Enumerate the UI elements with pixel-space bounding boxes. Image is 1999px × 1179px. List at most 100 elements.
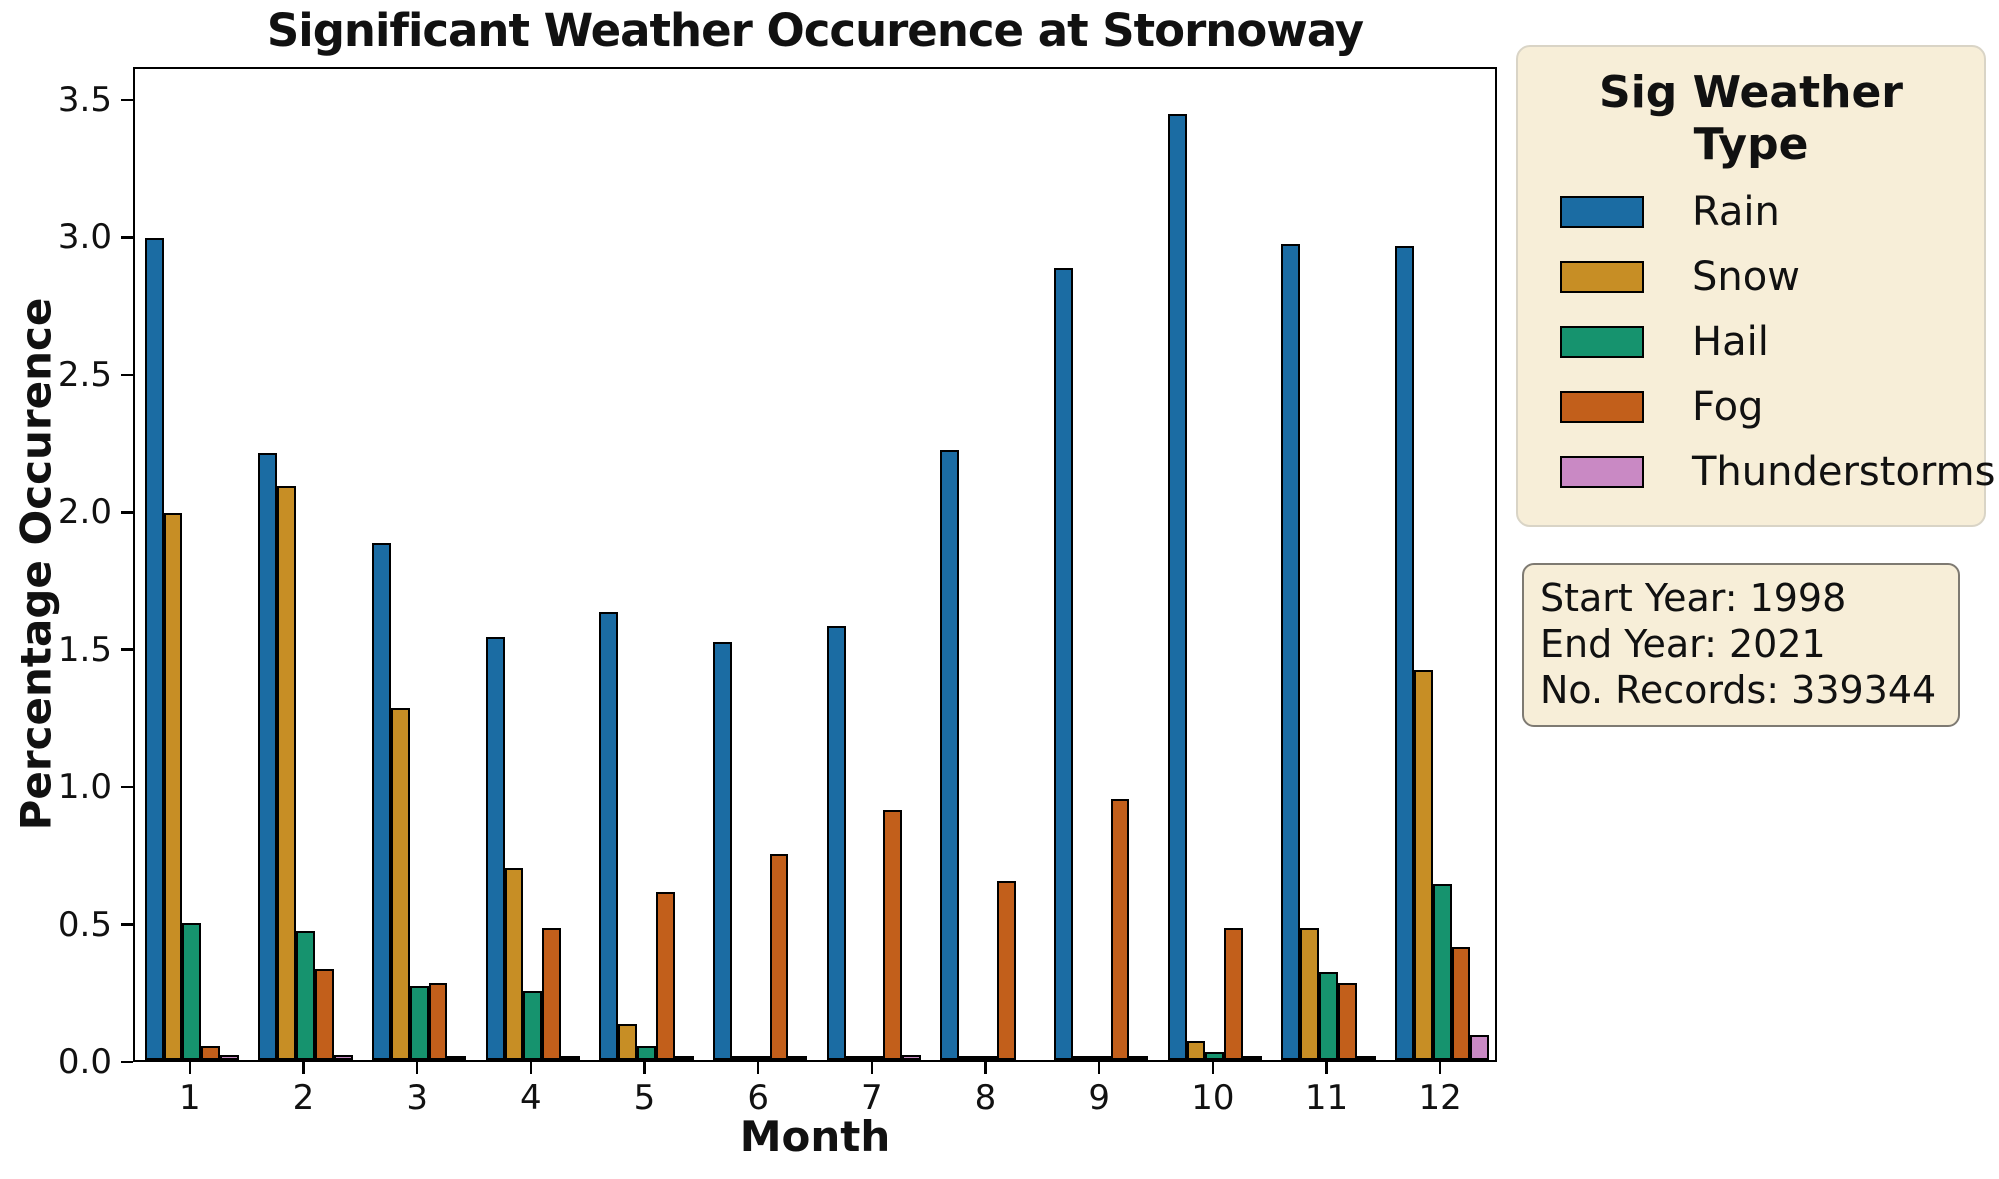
bar-fog-month-10: [1224, 928, 1244, 1060]
legend-item-fog: Fog: [1560, 386, 1984, 428]
chart-title: Significant Weather Occurence at Stornow…: [266, 4, 1364, 57]
info-line-1: Start Year: 1998: [1540, 576, 1847, 620]
bar-thunderstorms-month-6: [788, 1056, 808, 1060]
bar-hail-month-6: [750, 1056, 770, 1060]
x-tick-mark-7: [870, 1062, 874, 1074]
x-tick-mark-1: [188, 1062, 192, 1074]
bar-hail-month-12: [1432, 884, 1452, 1060]
y-tick-mark-1.0: [121, 785, 133, 789]
bar-hail-month-11: [1319, 972, 1338, 1060]
x-tick-label-3: 3: [406, 1078, 428, 1118]
info-line-3: No. Records: 339344: [1540, 668, 1937, 712]
bar-thunderstorms-month-12: [1470, 1035, 1490, 1060]
x-tick-mark-4: [529, 1062, 533, 1074]
y-tick-label-1.0: 1.0: [57, 767, 112, 808]
bar-rain-month-6: [712, 642, 732, 1060]
x-tick-label-7: 7: [861, 1078, 883, 1118]
bar-hail-month-2: [296, 930, 315, 1060]
bar-hail-month-10: [1205, 1051, 1225, 1060]
bar-rain-month-8: [940, 449, 960, 1060]
bar-fog-month-2: [314, 969, 334, 1060]
y-tick-mark-3.5: [121, 98, 133, 102]
x-tick-label-9: 9: [1088, 1078, 1110, 1118]
x-axis-label: Month: [739, 1112, 891, 1161]
bar-thunderstorms-month-7: [902, 1054, 921, 1060]
y-tick-label-1.5: 1.5: [57, 629, 112, 670]
bar-rain-month-5: [599, 611, 619, 1060]
x-tick-mark-3: [415, 1062, 419, 1074]
y-tick-label-0.0: 0.0: [57, 1042, 112, 1082]
x-tick-label-4: 4: [520, 1078, 542, 1118]
y-tick-mark-0.0: [121, 1060, 133, 1064]
bar-thunderstorms-month-3: [447, 1056, 467, 1060]
legend-label-rain: Rain: [1692, 188, 1780, 235]
y-tick-label-3.0: 3.0: [57, 217, 112, 258]
y-tick-mark-0.5: [121, 923, 133, 926]
y-tick-mark-2.5: [121, 373, 133, 377]
y-tick-label-0.5: 0.5: [57, 904, 112, 945]
bar-fog-month-8: [996, 881, 1016, 1060]
legend-item-snow: Snow: [1560, 256, 1984, 298]
legend-items: Rain Snow Hail Fog Thunderstorms: [1518, 188, 1995, 493]
bar-thunderstorms-month-4: [561, 1056, 580, 1060]
bar-hail-month-4: [523, 991, 543, 1060]
legend-swatch-fog-icon: [1560, 390, 1644, 423]
bar-thunderstorms-month-1: [220, 1054, 239, 1060]
y-tick-label-2.0: 2.0: [57, 492, 112, 533]
bar-fog-month-6: [769, 853, 789, 1060]
y-tick-mark-1.5: [121, 648, 133, 651]
bar-rain-month-12: [1394, 246, 1414, 1060]
x-tick-mark-10: [1211, 1062, 1215, 1074]
bar-snow-month-12: [1413, 669, 1433, 1060]
legend-swatch-hail-icon: [1560, 325, 1644, 358]
bar-hail-month-8: [978, 1056, 997, 1060]
x-tick-mark-12: [1438, 1062, 1442, 1074]
x-tick-mark-11: [1325, 1062, 1328, 1074]
bars-layer: [135, 69, 1495, 1060]
bar-hail-month-3: [409, 985, 429, 1060]
x-tick-mark-9: [1097, 1062, 1101, 1074]
bar-snow-month-6: [731, 1056, 751, 1060]
bar-rain-month-7: [826, 625, 846, 1060]
bar-fog-month-11: [1337, 983, 1357, 1060]
bar-rain-month-1: [144, 238, 164, 1060]
y-tick-mark-2.0: [121, 511, 133, 514]
y-tick-label-2.5: 2.5: [57, 354, 112, 395]
x-tick-label-8: 8: [974, 1078, 997, 1118]
x-tick-mark-6: [756, 1062, 760, 1074]
bar-thunderstorms-month-5: [674, 1056, 694, 1060]
legend: Sig Weather Type Rain Snow Hail Fog Thunders…: [1516, 45, 1995, 527]
bar-snow-month-10: [1186, 1040, 1206, 1060]
bar-snow-month-4: [504, 867, 524, 1060]
info-line-2: End Year: 2021: [1540, 622, 1826, 666]
x-tick-label-6: 6: [747, 1078, 769, 1118]
bar-thunderstorms-month-2: [333, 1054, 353, 1060]
bar-fog-month-5: [655, 892, 675, 1060]
bar-fog-month-9: [1110, 798, 1130, 1060]
bar-thunderstorms-month-11: [1356, 1055, 1376, 1060]
x-tick-mark-2: [302, 1062, 305, 1074]
bar-fog-month-4: [542, 928, 562, 1060]
bar-thunderstorms-month-9: [1129, 1056, 1149, 1060]
x-tick-label-12: 12: [1418, 1078, 1462, 1118]
bar-rain-month-10: [1167, 114, 1187, 1060]
bar-rain-month-2: [258, 452, 278, 1060]
bar-snow-month-7: [845, 1056, 865, 1060]
x-tick-mark-8: [984, 1062, 987, 1074]
bar-snow-month-1: [163, 513, 183, 1060]
bar-rain-month-3: [371, 543, 391, 1060]
bar-fog-month-12: [1451, 947, 1471, 1060]
bar-snow-month-2: [277, 485, 297, 1060]
x-tick-label-11: 11: [1304, 1078, 1349, 1118]
x-tick-mark-5: [643, 1062, 646, 1074]
legend-label-fog: Fog: [1692, 383, 1764, 430]
legend-label-snow: Snow: [1692, 253, 1800, 300]
bar-fog-month-7: [883, 809, 903, 1060]
bar-rain-month-9: [1053, 268, 1073, 1060]
legend-label-thunderstorms: Thunderstorms: [1692, 448, 1996, 495]
y-tick-mark-3.0: [121, 236, 133, 239]
bar-thunderstorms-month-10: [1243, 1056, 1262, 1060]
bar-snow-month-9: [1072, 1056, 1092, 1060]
legend-title: Sig Weather Type: [1599, 67, 1903, 170]
